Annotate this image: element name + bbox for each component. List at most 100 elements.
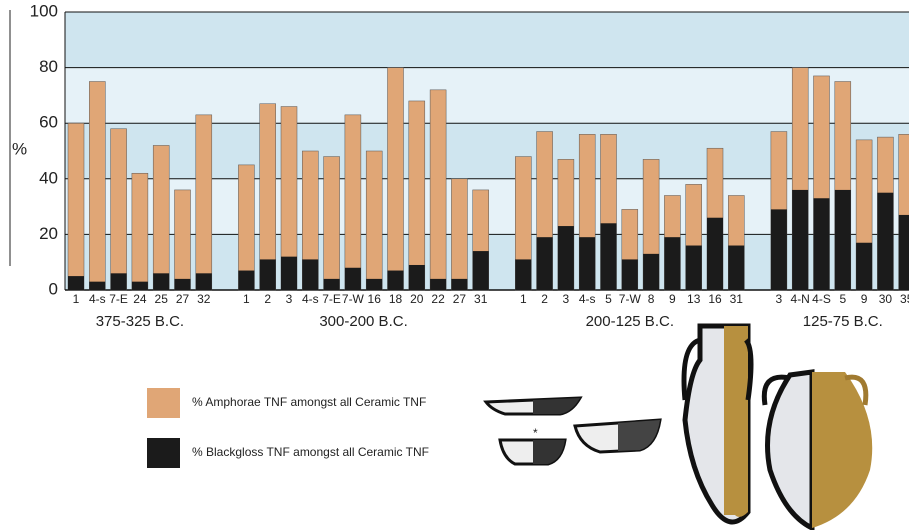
x-tick-label: 24 [133,292,147,306]
group-label: 125-75 B.C. [803,313,883,330]
bar [132,282,148,290]
x-tick-label: 4-s [302,292,319,306]
bar [345,268,361,290]
bar [111,129,127,290]
bar [302,259,318,290]
bar [324,279,340,290]
bar [324,157,340,290]
bar [622,259,638,290]
bar [601,223,617,290]
bar [473,251,489,290]
bar [877,193,893,290]
x-tick-label: 7-W [342,292,365,306]
x-tick-label: 31 [730,292,744,306]
x-tick-label: 31 [474,292,488,306]
bar [238,271,254,290]
band [65,12,909,68]
group-label: 375-325 B.C. [96,313,184,330]
bar [68,123,84,290]
y-tick-label: 20 [39,224,58,243]
bar [111,273,127,290]
x-tick-label: 18 [389,292,403,306]
bar [792,190,808,290]
x-tick-label: 7-E [109,292,128,306]
y-tick-label: 60 [39,113,58,132]
x-tick-label: 3 [563,292,570,306]
legend-label: % Amphorae TNF amongst all Ceramic TNF [192,395,426,409]
x-tick-label: 7-W [619,292,642,306]
bar [388,68,404,290]
bar [68,276,84,290]
bar [899,215,909,290]
x-tick-label: 1 [520,292,527,306]
bar [409,265,425,290]
x-tick-label: 1 [243,292,250,306]
x-tick-label: 4-s [89,292,106,306]
bar [579,237,595,290]
bar [558,226,574,290]
bar [153,145,169,290]
bar [260,259,276,290]
bar [664,237,680,290]
bar [686,246,702,290]
bar [814,198,830,290]
x-tick-label: 22 [431,292,445,306]
x-tick-label: 16 [708,292,722,306]
x-tick-label: 27 [453,292,467,306]
asterisk: * [533,426,538,440]
bar [366,279,382,290]
bar [451,179,467,290]
bar [89,282,105,290]
x-tick-label: 4-N [791,292,810,306]
x-tick-label: 35 [900,292,909,306]
group-label: 200-125 B.C. [586,313,674,330]
illustration: * [486,326,872,528]
legend-swatch [147,438,180,468]
x-tick-label: 27 [176,292,190,306]
y-tick-label: 0 [49,279,58,298]
bar [345,115,361,290]
bar [515,259,531,290]
group-label: 300-200 B.C. [319,313,407,330]
bar [707,218,723,290]
x-tick-label: 2 [541,292,548,306]
x-tick-label: 30 [879,292,893,306]
bar [196,115,212,290]
y-tick-label: 100 [30,1,58,20]
x-tick-label: 9 [669,292,676,306]
y-tick-label: 80 [39,57,58,76]
bar [153,273,169,290]
chart: % % Amphorae TNF amongst all Ceramic TNF… [0,0,909,530]
x-tick-label: 3 [776,292,783,306]
y-tick-label: 40 [39,168,58,187]
x-tick-label: 1 [73,292,80,306]
bar [771,209,787,290]
bar [281,257,297,290]
bar [175,190,191,290]
bar [835,190,851,290]
x-tick-label: 32 [197,292,211,306]
bar [196,273,212,290]
bar [388,271,404,290]
x-tick-label: 2 [264,292,271,306]
bar [89,82,105,291]
bar [728,246,744,290]
x-tick-label: 9 [861,292,868,306]
band [65,68,909,124]
x-tick-label: 5 [839,292,846,306]
x-tick-label: 4-s [579,292,596,306]
bar [451,279,467,290]
legend-swatch [147,388,180,418]
x-tick-label: 7-E [322,292,341,306]
x-tick-label: 16 [368,292,382,306]
bar [430,90,446,290]
bar [175,279,191,290]
x-tick-label: 4-S [812,292,831,306]
x-tick-label: 8 [648,292,655,306]
y-label: % [12,139,27,158]
x-tick-label: 5 [605,292,612,306]
bar [430,279,446,290]
bar [643,254,659,290]
x-tick-label: 25 [155,292,169,306]
bar [132,173,148,290]
